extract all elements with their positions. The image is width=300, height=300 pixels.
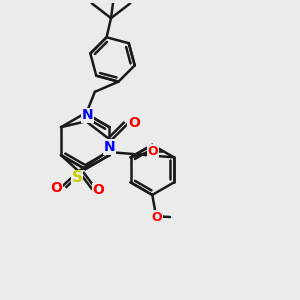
Text: O: O xyxy=(128,116,140,130)
Text: O: O xyxy=(147,145,158,158)
Text: N: N xyxy=(82,108,93,122)
Text: O: O xyxy=(51,181,62,194)
Text: N: N xyxy=(104,140,116,154)
Text: O: O xyxy=(152,211,162,224)
Text: O: O xyxy=(92,184,104,197)
Text: S: S xyxy=(72,170,83,185)
